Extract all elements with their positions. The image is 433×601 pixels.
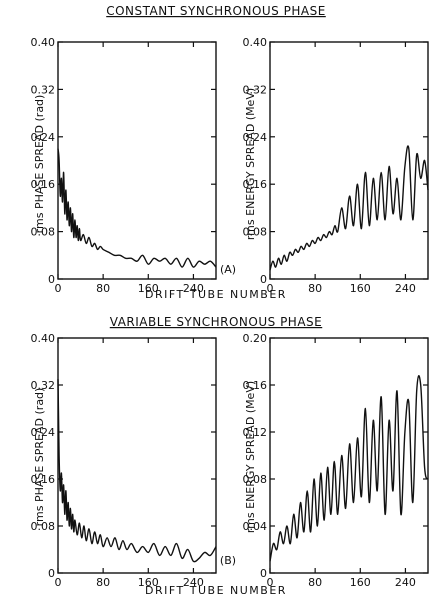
xlabel-top: DRIFT TUBE NUMBER (145, 288, 287, 301)
y-tick-label: 0.16 (31, 473, 56, 486)
x-tick-label: 160 (138, 576, 159, 589)
x-tick-label: 80 (308, 576, 322, 589)
ylabel-top-right: rms ENERGY SPREAD (MeV) (244, 88, 257, 240)
y-tick-label: 0.24 (243, 131, 268, 144)
y-tick-label: 0.24 (31, 426, 56, 439)
panel-bottom-left: 0 0.08 0.16 0.24 0.32 0.40 0 80 160 240 (31, 332, 217, 589)
y-tick-label: 0.20 (243, 332, 268, 345)
series-line (57, 148, 217, 268)
y-tick-label: 0 (260, 567, 267, 580)
y-tick-label: 0.12 (243, 426, 268, 439)
title-top: CONSTANT SYNCHRONOUS PHASE (106, 4, 326, 18)
x-tick-label: 240 (183, 576, 204, 589)
y-tick-label: 0.24 (31, 131, 56, 144)
x-tick-label: 0 (55, 576, 62, 589)
y-tick-label: 0.08 (31, 520, 56, 533)
ylabel-bottom-right: rms ENERGY SPREAD (MeV) (244, 381, 257, 533)
axes-frame (269, 41, 429, 280)
ylabel-bottom-left: rms PHASE SPREAD (rad) (33, 388, 46, 527)
axes-frame (57, 41, 217, 280)
x-tick-label: 80 (96, 576, 110, 589)
x-tick-label: 80 (96, 282, 110, 295)
x-tick-label: 160 (350, 282, 371, 295)
x-tick-label: 160 (138, 282, 159, 295)
y-tick-label: 0.08 (31, 226, 56, 239)
y-tick-label: 0.16 (31, 178, 56, 191)
y-tick-label: 0 (48, 273, 55, 286)
series-line (269, 145, 429, 271)
panel-tag-a: (A) (220, 263, 236, 276)
x-tick-label: 0 (267, 282, 274, 295)
ylabel-top-left: rms PHASE SPREAD (rad) (33, 95, 46, 234)
x-tick-label: 240 (395, 576, 416, 589)
axes-frame (57, 337, 217, 574)
y-tick-label: 0.40 (243, 36, 268, 49)
y-tick-label: 0.40 (31, 332, 56, 345)
x-tick-label: 0 (267, 576, 274, 589)
x-tick-label: 240 (395, 282, 416, 295)
y-tick-label: 0.04 (243, 520, 268, 533)
panel-top-right: 0 0.08 0.16 0.24 0.32 0.40 0 80 160 240 (243, 36, 429, 295)
panel-tag-b: (B) (220, 554, 236, 567)
y-tick-label: 0.08 (243, 473, 268, 486)
series-line (57, 379, 217, 563)
title-bottom: VARIABLE SYNCHRONOUS PHASE (110, 315, 322, 329)
series-line (269, 375, 429, 562)
y-tick-label: 0.40 (31, 36, 56, 49)
y-tick-label: 0 (48, 567, 55, 580)
y-tick-label: 0.32 (243, 83, 268, 96)
x-tick-label: 0 (55, 282, 62, 295)
panel-bottom-right: 0 0.04 0.08 0.12 0.16 0.20 0 80 160 240 (243, 332, 429, 589)
x-tick-label: 80 (308, 282, 322, 295)
axes-frame (269, 337, 429, 574)
y-tick-label: 0 (260, 273, 267, 286)
y-tick-label: 0.16 (243, 379, 268, 392)
xlabel-bottom: DRIFT TUBE NUMBER (145, 584, 287, 597)
x-tick-label: 240 (183, 282, 204, 295)
y-tick-label: 0.32 (31, 83, 56, 96)
y-tick-label: 0.32 (31, 379, 56, 392)
panel-top-left: 0 0.08 0.16 0.24 0.32 0.40 0 80 160 240 (31, 36, 217, 295)
y-tick-label: 0.08 (243, 226, 268, 239)
y-tick-label: 0.16 (243, 178, 268, 191)
x-tick-label: 160 (350, 576, 371, 589)
